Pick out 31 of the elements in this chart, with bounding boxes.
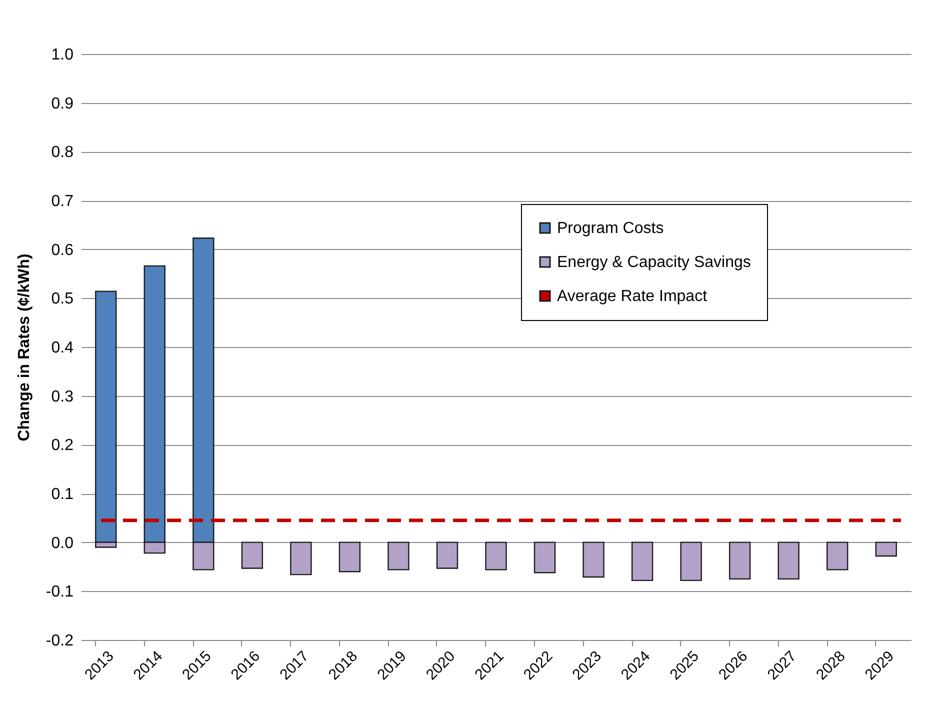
bar [582, 542, 604, 578]
bar [875, 542, 897, 557]
bar [826, 542, 848, 570]
bar [680, 542, 702, 582]
bar [534, 542, 556, 574]
y-tick-label: -0.1 [46, 584, 74, 601]
bar [728, 542, 751, 580]
y-tick-label: 0.5 [51, 290, 74, 308]
y-axis-title: Change in Rates (¢/kWh) [16, 254, 33, 442]
y-tick-label: 0.8 [51, 144, 74, 162]
y-tick-label: 0.6 [51, 242, 74, 259]
bar [388, 542, 410, 570]
y-tick-label: -0.2 [46, 632, 74, 650]
y-tick-label: 1.0 [51, 46, 74, 64]
bar [485, 542, 507, 570]
y-tick-label: 0.2 [51, 437, 74, 454]
bar [778, 542, 800, 580]
y-tick-label: 0.3 [51, 388, 74, 406]
bar [241, 542, 264, 569]
legend-label: Energy & Capacity Savings [557, 254, 751, 271]
bar [631, 542, 654, 582]
legend-label: Average Rate Impact [557, 288, 708, 305]
y-tick-label: 0.4 [51, 340, 74, 356]
bar [290, 542, 312, 576]
y-tick-label: 0.9 [51, 95, 74, 112]
legend-label: Program Costs [557, 220, 664, 237]
y-tick-label: 0.1 [51, 486, 74, 503]
bar [436, 542, 458, 569]
bar [338, 542, 361, 572]
y-tick-label: 0.7 [51, 193, 74, 210]
y-tick-label: 0.0 [51, 534, 74, 552]
